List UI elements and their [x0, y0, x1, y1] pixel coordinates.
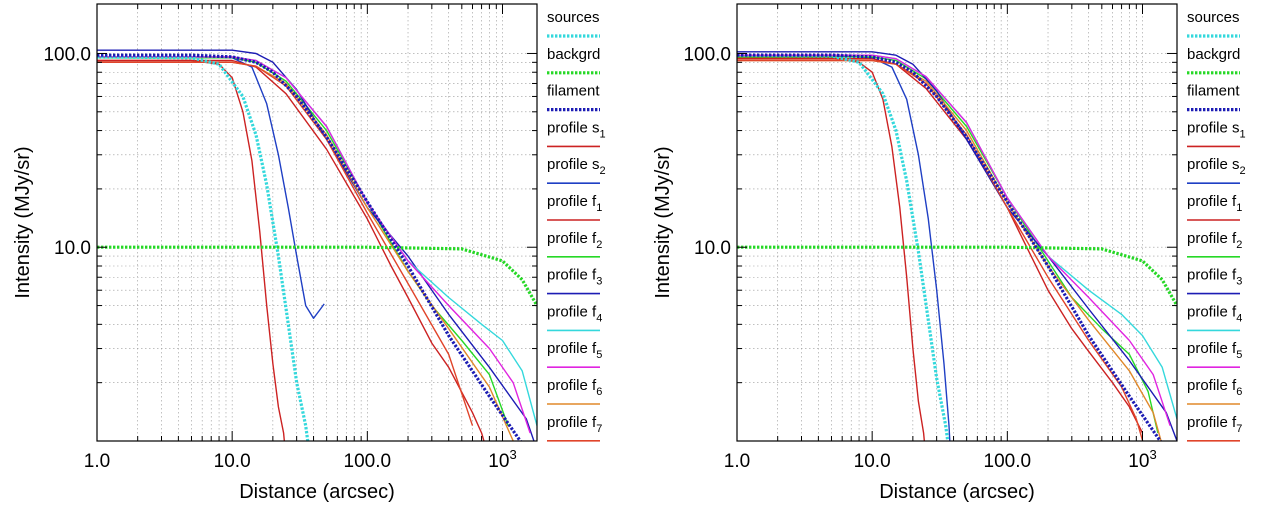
y-tick-label: 100.0	[43, 44, 91, 65]
y-tick-label: 100.0	[683, 44, 731, 65]
x-axis-label: Distance (arcsec)	[879, 481, 1035, 503]
legend-label: sources	[1187, 9, 1240, 26]
series-line-backgrd	[97, 245, 537, 307]
plot-frame	[96, 3, 538, 442]
x-axis-label: Distance (arcsec)	[239, 481, 395, 503]
series-group	[737, 51, 1177, 441]
legend-label: profile f6	[547, 377, 602, 398]
legend-label: profile f3	[1187, 267, 1242, 288]
legend: sources backgrd filament profile s1 profile …	[547, 9, 606, 442]
plot-frame	[736, 3, 1178, 442]
series-line-profile-s-1	[737, 57, 926, 441]
legend-label: backgrd	[1187, 46, 1240, 63]
legend-label: backgrd	[547, 46, 600, 63]
legend-label: profile f2	[547, 230, 602, 251]
series-line-filament	[97, 53, 523, 441]
legend-label: profile f4	[547, 303, 602, 324]
y-axis-label: Intensity (MJy/sr)	[652, 146, 674, 298]
y-axis-label: Intensity (MJy/sr)	[12, 146, 34, 298]
grid	[97, 4, 537, 441]
x-tick-label: 1.0	[84, 451, 110, 472]
series-line-sources	[97, 55, 310, 441]
series-line-profile-f-3	[737, 51, 1177, 441]
series-line-profile-s-1	[97, 59, 286, 441]
legend-label: profile f6	[1187, 377, 1242, 398]
series-line-profile-f-4	[737, 54, 1177, 420]
x-tick-label: 103	[1128, 447, 1156, 472]
x-tick-label: 100.0	[984, 451, 1032, 472]
x-tick-label: 100.0	[344, 451, 392, 472]
series-line-profile-s-2	[737, 54, 951, 441]
x-tick-label: 103	[488, 447, 516, 472]
series-line-profile-f-1	[97, 59, 485, 441]
series-line-profile-f-2	[97, 57, 509, 426]
series-line-backgrd	[737, 245, 1177, 307]
legend-label: filament	[1187, 83, 1240, 100]
legend-label: profile s2	[547, 156, 606, 177]
legend-label: profile f5	[547, 340, 602, 361]
grid	[737, 4, 1177, 441]
chart-panel-2: 1.0 10.0 100.0 103 10.0 100.0 Distance (arcsec…	[652, 3, 1246, 503]
x-tick-label: 1.0	[724, 451, 750, 472]
y-tick-label: 10.0	[694, 238, 731, 259]
legend-label: profile f3	[547, 267, 602, 288]
series-line-profile-f-7	[97, 61, 474, 426]
y-tick-label: 10.0	[54, 238, 91, 259]
series-line-profile-f-5	[737, 54, 1171, 426]
series-line-profile-s-2	[97, 56, 325, 319]
chart-panel-1: 1.0 10.0 100.0 103 10.0 100.0 Distance (arcsec…	[12, 3, 606, 503]
legend-label: profile f7	[547, 414, 602, 435]
legend-label: profile f2	[1187, 230, 1242, 251]
x-tick-label: 10.0	[214, 451, 251, 472]
series-line-profile-f-7	[737, 59, 1144, 441]
legend-label: profile s1	[547, 119, 606, 140]
series-line-profile-f-3	[97, 49, 535, 441]
legend-label: profile f7	[1187, 414, 1242, 435]
legend-label: profile f1	[1187, 193, 1242, 214]
legend-label: profile f4	[1187, 303, 1242, 324]
legend-label: sources	[547, 9, 600, 26]
legend-label: profile f1	[547, 193, 602, 214]
x-tick-label: 10.0	[854, 451, 891, 472]
legend-label: filament	[547, 83, 600, 100]
series-group	[97, 49, 537, 441]
series-line-filament	[737, 53, 1163, 441]
series-line-sources	[737, 53, 950, 441]
legend-label: profile f5	[1187, 340, 1242, 361]
series-line-profile-f-2	[737, 56, 1159, 434]
legend-label: profile s1	[1187, 119, 1246, 140]
legend-label: profile s2	[1187, 156, 1246, 177]
legend: sources backgrd filament profile s1 profile …	[1187, 9, 1246, 442]
